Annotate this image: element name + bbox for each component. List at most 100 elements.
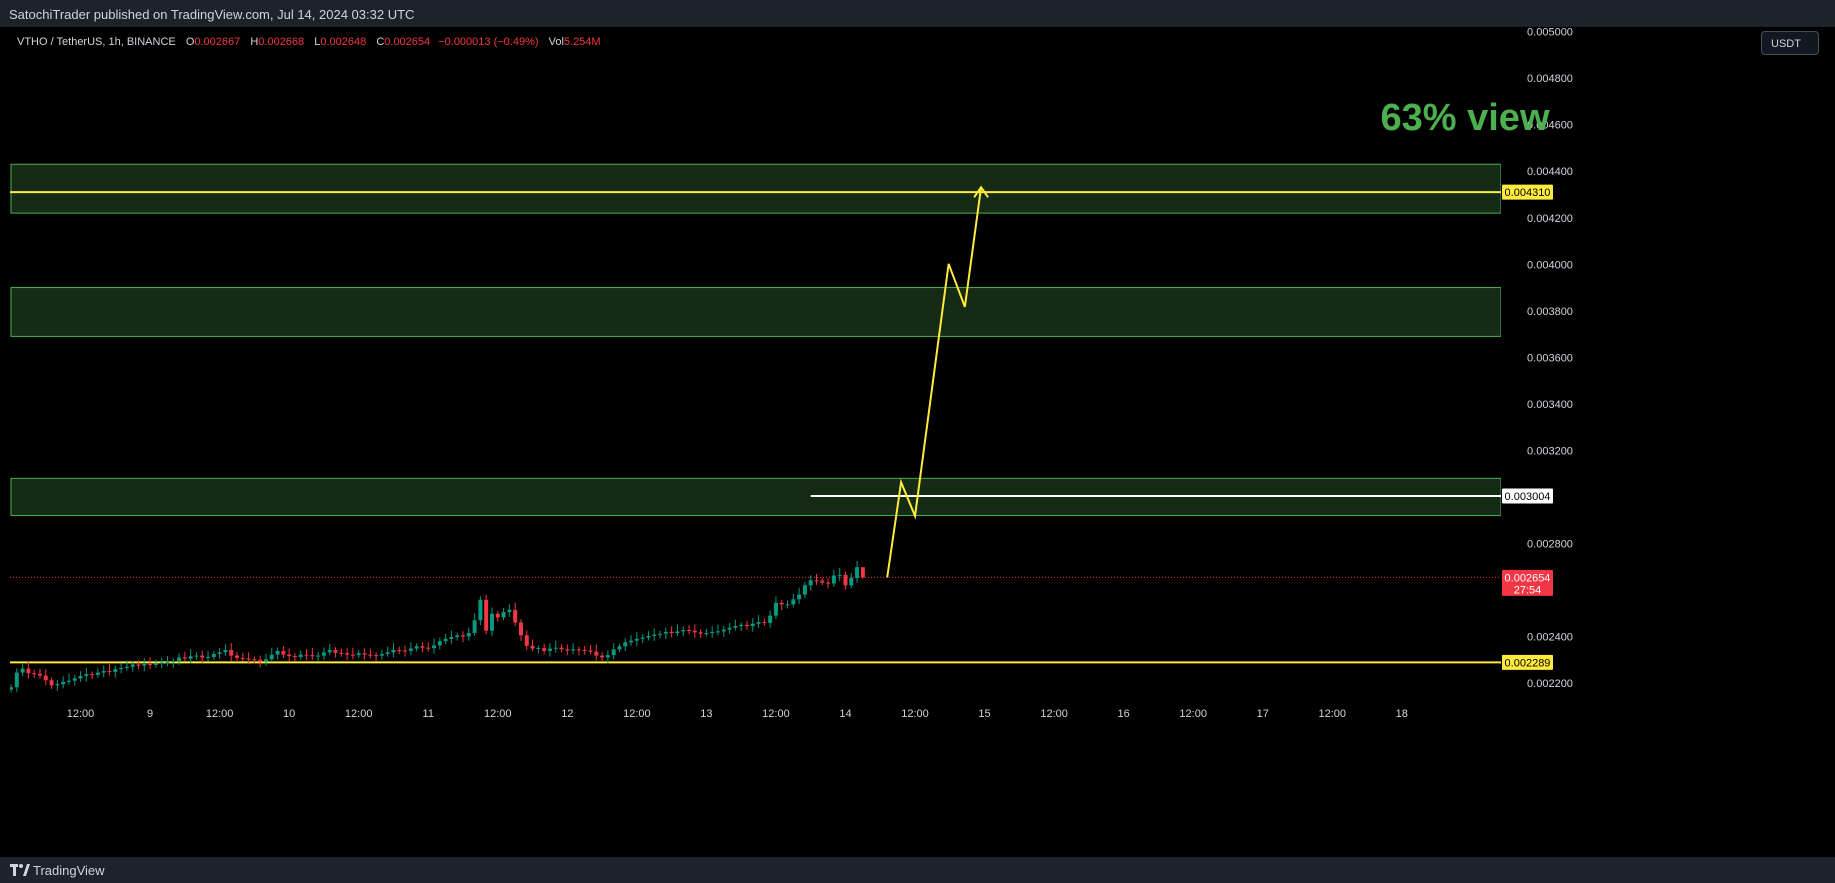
candle-body-32: [194, 655, 199, 657]
candle-body-92: [542, 648, 547, 651]
open-label: O: [185, 36, 195, 48]
candle-body-78: [461, 635, 466, 637]
candle-body-79: [466, 633, 471, 637]
candle-body-1: [14, 672, 19, 688]
x-tick-label: 10: [283, 708, 295, 720]
candle-body-2: [20, 668, 25, 673]
low-label: L: [314, 36, 321, 48]
candle-body-83: [489, 613, 494, 631]
candle-body-110: [646, 636, 651, 638]
x-tick-label: 12:00: [762, 708, 790, 720]
candle-body-66: [391, 650, 396, 653]
candle-body-132: [773, 602, 778, 616]
candle-body-59: [350, 654, 355, 656]
high-label: H: [250, 36, 259, 48]
currency-button[interactable]: USDT: [1761, 31, 1819, 55]
candle-body-96: [565, 649, 570, 651]
candle-body-95: [559, 647, 564, 650]
current-price-label-countdown: 27:54: [1514, 584, 1542, 596]
hline-label-2: 0.003004: [1505, 491, 1551, 503]
candle-body-71: [420, 646, 425, 648]
candle-body-22: [136, 664, 141, 666]
candle-body-101: [594, 651, 599, 656]
x-tick-label: 12:00: [1040, 708, 1068, 720]
candle-body-124: [727, 627, 732, 630]
candle-body-40: [240, 657, 245, 659]
zone-1: [10, 287, 1502, 337]
candle-body-129: [756, 622, 761, 624]
candle-body-23: [142, 663, 147, 666]
volume-value: 5.254M: [563, 36, 601, 48]
candle-body-31: [188, 656, 193, 659]
y-tick-label: 0.004400: [1527, 166, 1573, 178]
y-tick-label: 0.002800: [1527, 538, 1573, 550]
candle-body-64: [379, 653, 384, 656]
candle-body-105: [617, 646, 622, 650]
y-tick-label: 0.004800: [1527, 73, 1573, 85]
candle-body-100: [588, 650, 593, 652]
x-tick-label: 16: [1118, 708, 1130, 720]
price-chart[interactable]: 0.002200 0.002400 0.002800 0.003200 0.003400…: [9, 27, 1835, 857]
open-value: 0.002667: [194, 36, 241, 48]
x-tick-label: 12:00: [345, 708, 373, 720]
candle-body-73: [432, 645, 437, 649]
tradingview-brand: TradingView: [33, 863, 105, 878]
candle-body-43: [258, 659, 263, 662]
candle-body-14: [90, 674, 95, 676]
candle-body-67: [397, 650, 402, 652]
candle-body-48: [287, 654, 292, 657]
candle-body-41: [246, 658, 251, 660]
candle-body-142: [831, 575, 836, 584]
candle-body-134: [785, 604, 790, 606]
candle-body-89: [524, 635, 529, 646]
candle-body-80: [472, 620, 477, 634]
zone-0: [10, 163, 1502, 214]
candle-body-147: [860, 567, 865, 578]
candle-body-136: [797, 594, 802, 600]
candle-body-13: [84, 674, 89, 677]
symbol-info: VTHO / TetherUS, 1h, BINANCE: [17, 36, 176, 48]
x-tick-label: 17: [1257, 708, 1269, 720]
candle-body-85: [501, 612, 506, 618]
candle-body-117: [687, 630, 692, 631]
candle-body-29: [177, 657, 182, 661]
candle-body-52: [310, 655, 315, 657]
symbol-legend: VTHO / TetherUS, 1h, BINANCE O0.002667 H…: [17, 36, 601, 48]
change-value: −0.000013 (−0.49%): [438, 36, 539, 48]
candle-body-82: [484, 599, 489, 631]
chart-area[interactable]: 0.002200 0.002400 0.002800 0.003200 0.003400…: [9, 27, 1835, 857]
candle-body-49: [292, 656, 297, 658]
candle-body-15: [95, 672, 100, 675]
x-tick-label: 12:00: [484, 708, 512, 720]
candle-body-112: [658, 633, 663, 635]
x-tick-label: 12:00: [67, 708, 95, 720]
y-tick-label: 0.004200: [1527, 213, 1573, 225]
candle-body-11: [72, 678, 77, 681]
candle-body-16: [101, 670, 106, 673]
candle-body-7: [49, 680, 54, 686]
candle-body-25: [153, 663, 158, 665]
candle-body-131: [768, 615, 773, 624]
y-tick-label: 0.002400: [1527, 632, 1573, 644]
candle-body-65: [385, 652, 390, 654]
candle-body-141: [826, 582, 831, 584]
candle-body-4: [32, 673, 37, 675]
candle-body-8: [55, 684, 60, 686]
candle-body-135: [791, 599, 796, 605]
candle-body-51: [304, 654, 309, 656]
x-tick-label: 12:00: [1318, 708, 1346, 720]
y-tick-label: 0.003800: [1527, 306, 1573, 318]
y-tick-label: 0.003200: [1527, 445, 1573, 457]
candle-body-6: [43, 675, 48, 681]
candle-body-140: [820, 580, 825, 583]
candle-body-58: [345, 653, 350, 655]
annotation-63-view: 63% view: [1381, 97, 1550, 139]
candle-body-114: [669, 631, 674, 634]
x-tick-label: 14: [839, 708, 851, 720]
publish-info: SatochiTrader published on TradingView.c…: [9, 7, 415, 22]
hline-label-1: 0.002289: [1505, 657, 1551, 669]
candle-body-47: [281, 650, 286, 655]
candle-body-62: [368, 654, 373, 656]
candle-body-20: [124, 666, 129, 668]
candle-body-104: [611, 649, 616, 656]
